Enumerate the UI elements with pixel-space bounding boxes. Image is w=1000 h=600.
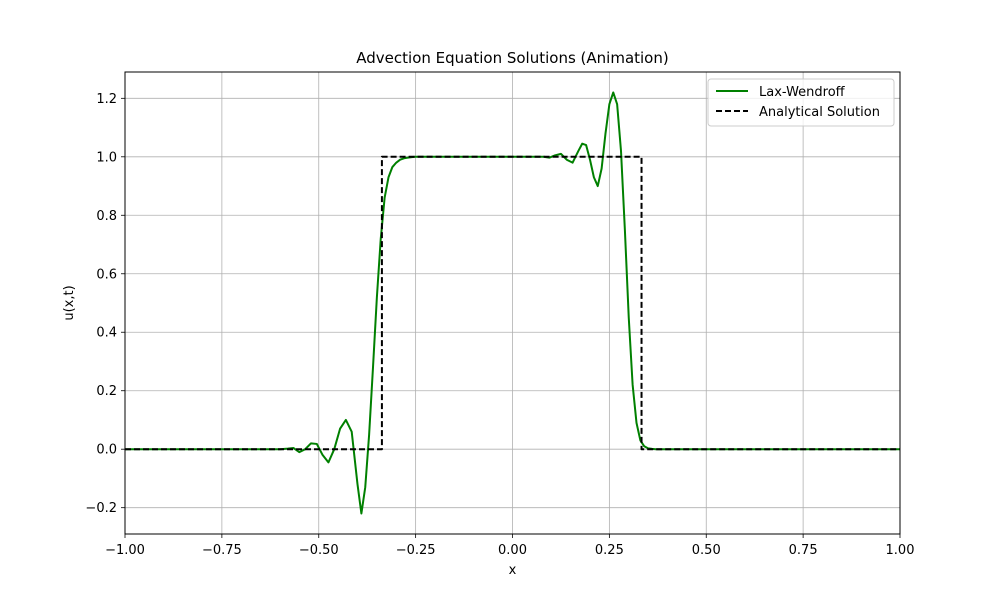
y-tick-label: −0.2 (85, 501, 117, 516)
x-tick-label: −0.25 (396, 543, 436, 558)
legend-box (707, 78, 895, 127)
chart-title: Advection Equation Solutions (Animation) (356, 49, 668, 67)
series-line-lax-wendroff (125, 91, 900, 515)
y-tick-label: 0.2 (96, 384, 117, 399)
series-layer (125, 91, 900, 515)
y-tick-label: 0.6 (96, 267, 117, 282)
x-tick-label: 0.75 (789, 543, 818, 558)
ticks: −1.00 −0.75 −0.50 −0.25 0.00 0.25 0.50 0.75 1.00… (85, 92, 914, 558)
x-tick-label: 0.00 (498, 543, 527, 558)
y-axis-label: u(x,t) (62, 285, 77, 320)
y-tick-label: 1.0 (96, 150, 117, 165)
y-tick-label: 1.2 (96, 92, 117, 107)
x-tick-label: 1.00 (886, 543, 915, 558)
y-tick-label: 0.0 (96, 443, 117, 458)
legend-label-analytical: Analytical Solution (759, 105, 880, 120)
x-axis-label: x (509, 563, 517, 578)
x-tick-label: −1.00 (105, 543, 145, 558)
series-line-analytical-solution (125, 155, 900, 451)
legend-label-lax-wendroff: Lax-Wendroff (759, 85, 846, 100)
y-tick-label: 0.8 (96, 209, 117, 224)
x-tick-label: 0.25 (595, 543, 624, 558)
x-tick-label: 0.50 (692, 543, 721, 558)
x-tick-label: −0.75 (202, 543, 242, 558)
y-tick-label: 0.4 (96, 326, 117, 341)
legend: Lax-Wendroff Analytical Solution (707, 78, 895, 127)
x-tick-label: −0.50 (299, 543, 339, 558)
